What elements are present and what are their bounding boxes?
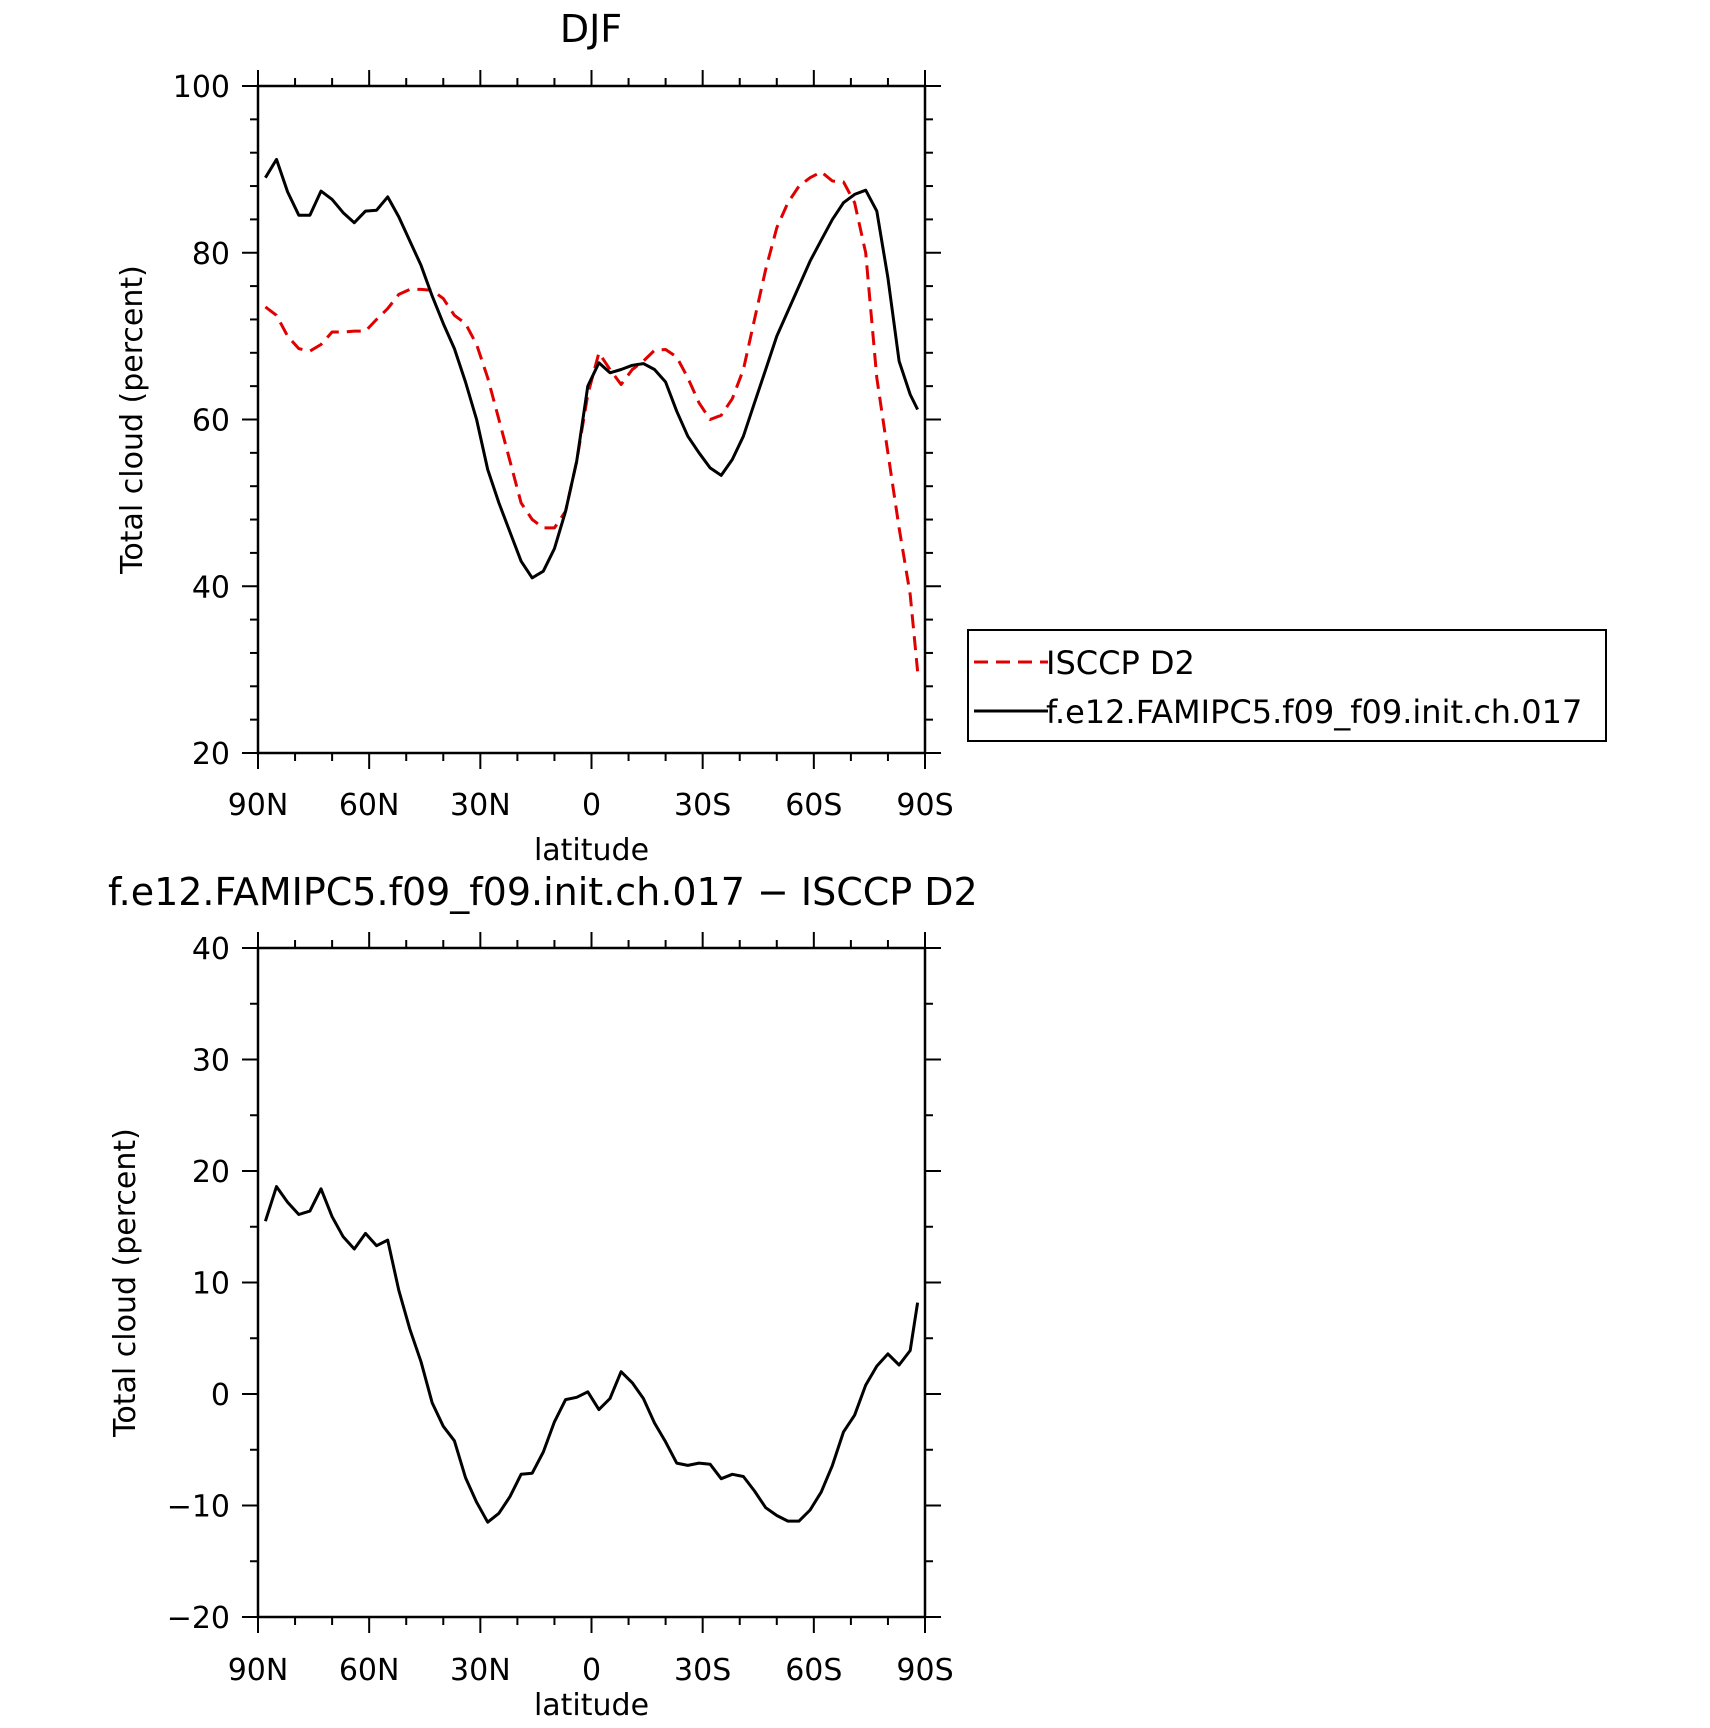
y-tick-label: 20 bbox=[192, 737, 230, 772]
x-tick-label: 0 bbox=[582, 1653, 601, 1688]
plot-frame bbox=[256, 84, 927, 755]
y-tick-label: 40 bbox=[192, 570, 230, 605]
legend: ISCCP D2 f.e12.FAMIPC5.f09_f09.init.ch.01… bbox=[967, 629, 1607, 742]
x-tick-label: 0 bbox=[582, 788, 601, 823]
y-tick-label: 40 bbox=[192, 932, 230, 967]
y-tick-label: 0 bbox=[211, 1378, 230, 1413]
y-tick-label: 100 bbox=[173, 70, 230, 105]
y-tick-label: 60 bbox=[192, 404, 230, 439]
x-tick-label: 60S bbox=[785, 788, 842, 823]
x-tick-label: 60S bbox=[785, 1653, 842, 1688]
series-line-1 bbox=[264, 170, 920, 672]
y-tick-label: 20 bbox=[192, 1155, 230, 1190]
y-tick-label: 30 bbox=[192, 1044, 230, 1079]
y-tick-label: 10 bbox=[192, 1267, 230, 1302]
chart-title: f.e12.FAMIPC5.f09_f09.init.ch.017 − ISCC… bbox=[108, 870, 978, 914]
series-line-2 bbox=[264, 157, 919, 580]
legend-box bbox=[967, 629, 1607, 742]
x-tick-label: 30N bbox=[450, 788, 511, 823]
x-tick-label: 60N bbox=[339, 788, 400, 823]
y-axis-label: Total cloud (percent) bbox=[115, 265, 150, 575]
x-tick-label: 90N bbox=[228, 788, 289, 823]
legend-label-1: ISCCP D2 bbox=[1046, 644, 1195, 682]
legend-label-2: f.e12.FAMIPC5.f09_f09.init.ch.017 bbox=[1046, 693, 1582, 731]
x-tick-label: 90S bbox=[896, 1653, 953, 1688]
chart-panel-2: f.e12.FAMIPC5.f09_f09.init.ch.017 − ISCC… bbox=[108, 870, 978, 1723]
y-tick-label: 80 bbox=[192, 237, 230, 272]
y-tick-label: −10 bbox=[167, 1490, 230, 1525]
chart-title: DJF bbox=[560, 7, 622, 51]
plot-frame bbox=[256, 946, 927, 1619]
x-tick-label: 30N bbox=[450, 1653, 511, 1688]
x-axis-label: latitude bbox=[534, 1688, 649, 1723]
x-axis-label: latitude bbox=[534, 833, 649, 868]
y-axis-label: Total cloud (percent) bbox=[108, 1128, 143, 1438]
x-tick-label: 30S bbox=[674, 788, 731, 823]
x-tick-label: 60N bbox=[339, 1653, 400, 1688]
series-line-1 bbox=[263, 1185, 920, 1524]
chart-panel-1: DJF 90N 60N 30N 0 30S 60S 90S 20 40 60 80 100 latitud… bbox=[115, 7, 1607, 868]
x-tick-label: 90S bbox=[896, 788, 953, 823]
x-tick-label: 90N bbox=[228, 1653, 289, 1688]
y-tick-label: −20 bbox=[167, 1601, 230, 1636]
x-tick-label: 30S bbox=[674, 1653, 731, 1688]
